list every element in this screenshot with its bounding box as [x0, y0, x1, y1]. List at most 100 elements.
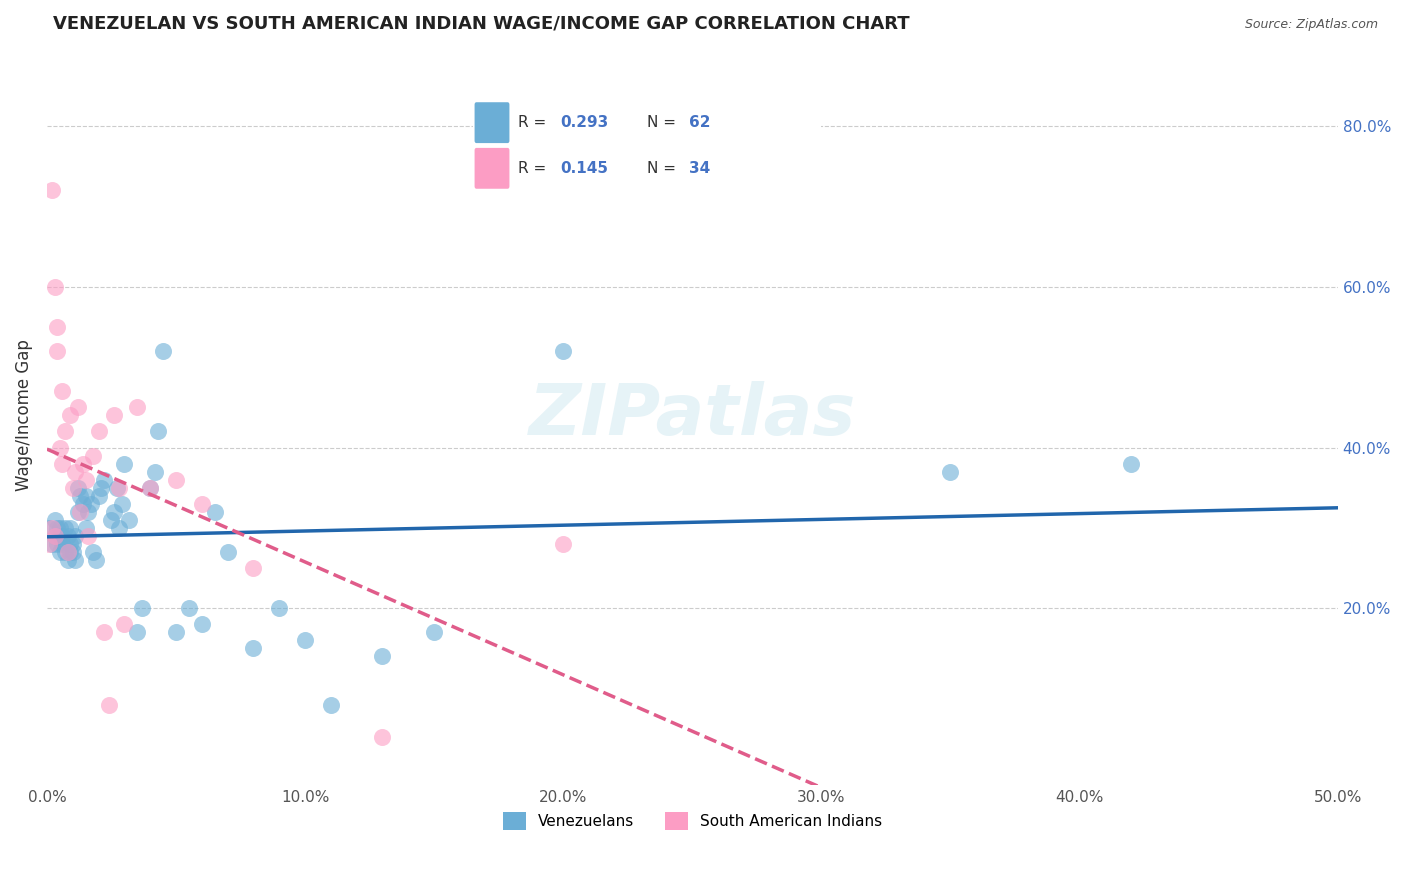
- Point: [103, 409, 125, 423]
- Point: [69, 489, 91, 503]
- Point: [38, 537, 60, 551]
- Point: [139, 481, 162, 495]
- Point: [1119, 457, 1142, 471]
- Point: [143, 465, 166, 479]
- Point: [65, 529, 87, 543]
- Point: [269, 601, 291, 615]
- Point: [165, 625, 187, 640]
- Point: [51, 457, 73, 471]
- Point: [146, 425, 169, 439]
- Point: [90, 481, 112, 495]
- Point: [112, 457, 135, 471]
- Point: [41, 521, 63, 535]
- Point: [75, 489, 97, 503]
- Point: [44, 529, 66, 543]
- Point: [242, 561, 264, 575]
- Point: [66, 505, 89, 519]
- Point: [51, 537, 73, 551]
- Point: [59, 545, 82, 559]
- Point: [939, 465, 962, 479]
- Point: [105, 481, 128, 495]
- Point: [97, 698, 120, 712]
- Point: [59, 521, 82, 535]
- Point: [191, 497, 214, 511]
- Point: [139, 481, 162, 495]
- Point: [41, 537, 63, 551]
- Point: [118, 513, 141, 527]
- Point: [62, 537, 84, 551]
- Point: [44, 280, 66, 294]
- Point: [371, 649, 394, 664]
- Point: [53, 425, 76, 439]
- Point: [46, 537, 69, 551]
- Point: [127, 625, 149, 640]
- Point: [165, 473, 187, 487]
- Point: [112, 617, 135, 632]
- Point: [72, 497, 94, 511]
- Text: ZIPatlas: ZIPatlas: [529, 381, 856, 450]
- Point: [371, 730, 394, 744]
- Point: [127, 401, 149, 415]
- Point: [38, 521, 60, 535]
- Point: [177, 601, 200, 615]
- Point: [59, 409, 82, 423]
- Point: [56, 545, 79, 559]
- Point: [108, 521, 131, 535]
- Y-axis label: Wage/Income Gap: Wage/Income Gap: [15, 340, 32, 491]
- Point: [46, 320, 69, 334]
- Point: [53, 521, 76, 535]
- Point: [242, 641, 264, 656]
- Point: [59, 537, 82, 551]
- Point: [49, 545, 72, 559]
- Point: [103, 505, 125, 519]
- Text: VENEZUELAN VS SOUTH AMERICAN INDIAN WAGE/INCOME GAP CORRELATION CHART: VENEZUELAN VS SOUTH AMERICAN INDIAN WAGE…: [53, 15, 910, 33]
- Point: [152, 344, 174, 359]
- Point: [77, 529, 100, 543]
- Point: [49, 441, 72, 455]
- Point: [84, 553, 107, 567]
- Point: [44, 513, 66, 527]
- Point: [108, 481, 131, 495]
- Point: [100, 513, 122, 527]
- Point: [46, 521, 69, 535]
- Point: [87, 489, 110, 503]
- Point: [87, 425, 110, 439]
- Point: [72, 457, 94, 471]
- Point: [77, 505, 100, 519]
- Point: [80, 497, 103, 511]
- Point: [65, 553, 87, 567]
- Point: [53, 545, 76, 559]
- Point: [66, 481, 89, 495]
- Text: Source: ZipAtlas.com: Source: ZipAtlas.com: [1244, 18, 1378, 31]
- Legend: Venezuelans, South American Indians: Venezuelans, South American Indians: [496, 805, 889, 837]
- Point: [191, 617, 214, 632]
- Point: [204, 505, 226, 519]
- Point: [93, 473, 115, 487]
- Point: [56, 529, 79, 543]
- Point: [62, 481, 84, 495]
- Point: [93, 625, 115, 640]
- Point: [56, 553, 79, 567]
- Point: [65, 465, 87, 479]
- Point: [217, 545, 239, 559]
- Point: [131, 601, 153, 615]
- Point: [62, 545, 84, 559]
- Point: [553, 344, 575, 359]
- Point: [41, 183, 63, 197]
- Point: [82, 449, 104, 463]
- Point: [319, 698, 342, 712]
- Point: [553, 537, 575, 551]
- Point: [82, 545, 104, 559]
- Point: [44, 529, 66, 543]
- Point: [49, 521, 72, 535]
- Point: [75, 521, 97, 535]
- Point: [69, 505, 91, 519]
- Point: [51, 384, 73, 399]
- Point: [51, 529, 73, 543]
- Point: [111, 497, 134, 511]
- Point: [75, 473, 97, 487]
- Point: [423, 625, 446, 640]
- Point: [66, 401, 89, 415]
- Point: [49, 529, 72, 543]
- Point: [294, 633, 316, 648]
